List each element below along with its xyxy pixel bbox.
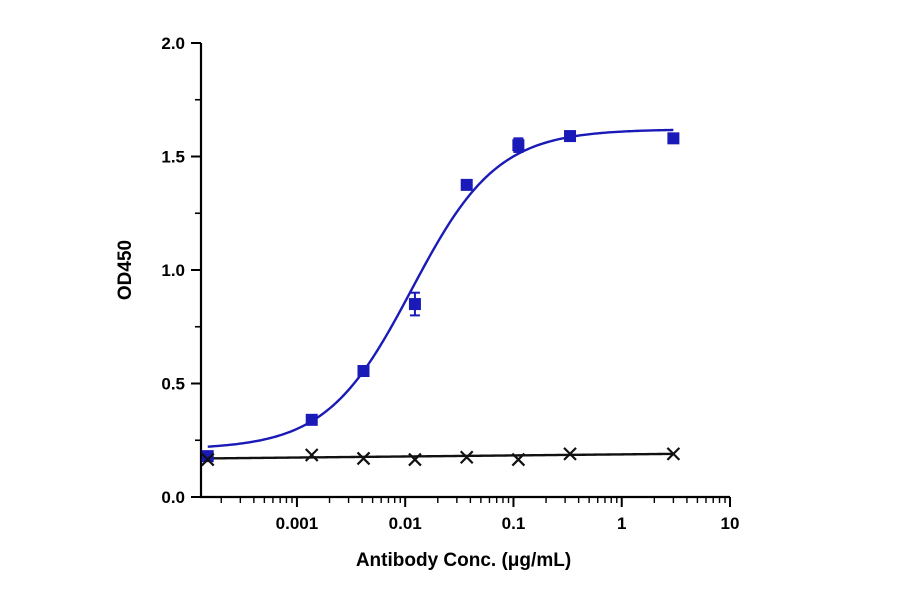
data-point-0-1: [305, 413, 318, 426]
y-tick-label-3: 1.5: [161, 148, 185, 167]
data-point-0-4: [460, 178, 473, 191]
x-tick-label-1: 0.01: [389, 514, 422, 533]
x-marker-stroke: [200, 452, 215, 467]
y-axis-title: OD450: [115, 240, 136, 300]
x-marker-stroke: [459, 450, 474, 465]
x-tick-label-0: 0.001: [276, 514, 319, 533]
data-point-0-6: [564, 130, 577, 143]
y-tick-label-0: 0.0: [161, 488, 185, 507]
data-point-0-2: [357, 365, 370, 378]
data-point-1-0: [200, 452, 215, 467]
data-point-1-7: [666, 447, 681, 461]
x-tick-label-3: 1: [617, 514, 626, 533]
fit-curves: [207, 128, 674, 460]
y-tick-label-4: 2.0: [161, 34, 185, 53]
data-point-1-5: [511, 452, 526, 467]
x-marker-stroke: [666, 447, 681, 461]
x-marker-stroke: [304, 448, 319, 462]
x-marker-stroke: [563, 447, 577, 461]
data-point-0-0: [201, 450, 214, 463]
x-tick-label-2: 0.1: [502, 514, 526, 533]
data-point-1-2: [356, 451, 371, 466]
y-tick-label-1: 0.5: [161, 375, 185, 394]
data-point-1-3: [408, 452, 422, 467]
x-marker-stroke: [408, 452, 422, 467]
fit-curve-1: [207, 452, 674, 460]
data-point-1-6: [563, 447, 577, 461]
data-points: [200, 130, 681, 467]
fit-curve-0: [207, 128, 674, 448]
data-point-0-5: [512, 139, 525, 152]
x-marker-stroke: [356, 451, 371, 466]
ticks: 0.0 0.5 1.0 1.5 2.0 0.001 0.01 0.1 1 10: [161, 34, 739, 533]
x-axis-title: Antibody Conc. (μg/mL): [356, 550, 571, 571]
y-tick-label-2: 1.0: [161, 261, 185, 280]
x-marker-stroke: [511, 452, 526, 467]
axes: [199, 43, 730, 499]
data-point-1-4: [459, 450, 474, 465]
data-point-1-1: [304, 448, 319, 462]
x-tick-label-4: 10: [721, 514, 740, 533]
data-point-0-3: [408, 298, 421, 311]
data-point-0-7: [667, 132, 680, 145]
